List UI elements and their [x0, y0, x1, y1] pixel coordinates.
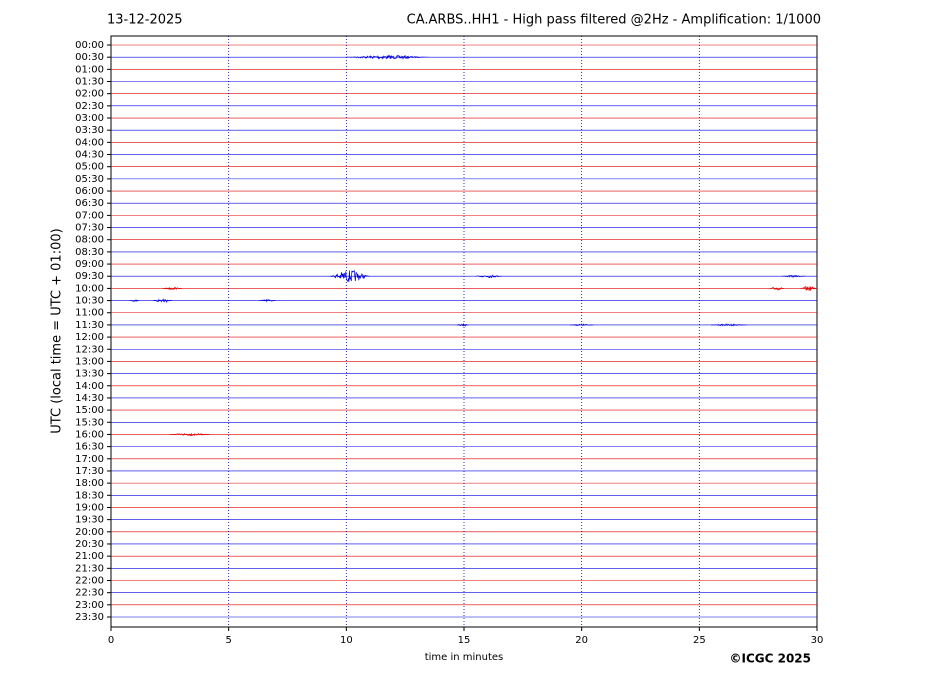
x-tick-label: 5 — [225, 635, 231, 646]
y-tick-label: 09:00 — [75, 259, 104, 270]
y-tick-label: 23:30 — [75, 612, 104, 623]
x-tick-label: 15 — [458, 635, 471, 646]
y-tick-label: 11:00 — [75, 308, 104, 319]
y-tick-label: 21:00 — [75, 551, 104, 562]
y-tick-label: 07:00 — [75, 210, 104, 221]
y-tick-label: 02:30 — [75, 101, 104, 112]
x-tick-label: 0 — [108, 635, 114, 646]
burst — [129, 299, 140, 302]
y-tick-label: 14:30 — [75, 393, 104, 404]
y-tick-label: 21:30 — [75, 563, 104, 574]
y-tick-label: 17:00 — [75, 454, 104, 465]
y-tick-label: 15:30 — [75, 417, 104, 428]
y-tick-label: 18:30 — [75, 490, 104, 501]
burst — [329, 269, 370, 282]
y-tick-label: 07:30 — [75, 223, 104, 234]
y-tick-label: 02:00 — [75, 89, 104, 100]
x-tick-label: 10 — [340, 635, 353, 646]
y-tick-label: 10:00 — [75, 283, 104, 294]
y-tick-label: 20:30 — [75, 539, 104, 550]
y-tick-label: 19:00 — [75, 502, 104, 513]
burst — [153, 298, 173, 304]
y-tick-label: 14:00 — [75, 381, 104, 392]
y-tick-label: 10:30 — [75, 296, 104, 307]
y-tick-label: 15:00 — [75, 405, 104, 416]
y-tick-label: 13:00 — [75, 356, 104, 367]
copyright: ©ICGC 2025 — [729, 652, 811, 666]
y-axis-label: UTC (local time = UTC + 01:00) — [50, 228, 65, 433]
y-tick-label: 00:00 — [75, 40, 104, 51]
y-tick-label: 01:00 — [75, 64, 104, 75]
y-tick-label: 16:00 — [75, 429, 104, 440]
burst — [769, 287, 785, 291]
y-tick-label: 00:30 — [75, 52, 104, 63]
y-tick-label: 22:00 — [75, 575, 104, 586]
y-tick-label: 23:00 — [75, 600, 104, 611]
chart-title: CA.ARBS..HH1 - High pass filtered @2Hz -… — [407, 13, 821, 28]
burst — [800, 286, 817, 292]
y-tick-label: 03:30 — [75, 125, 104, 136]
burst — [162, 286, 182, 291]
x-tick-label: 30 — [811, 635, 824, 646]
burst — [781, 274, 806, 278]
burst — [169, 432, 210, 437]
burst — [569, 323, 594, 327]
date-title: 13-12-2025 — [107, 13, 183, 28]
y-tick-label: 04:00 — [75, 137, 104, 148]
x-tick-label: 20 — [575, 635, 588, 646]
y-tick-label: 08:00 — [75, 235, 104, 246]
y-tick-label: 12:30 — [75, 344, 104, 355]
y-tick-label: 16:30 — [75, 442, 104, 453]
y-tick-label: 04:30 — [75, 150, 104, 161]
y-tick-label: 09:30 — [75, 271, 104, 282]
burst — [456, 322, 469, 327]
y-tick-label: 19:30 — [75, 515, 104, 526]
y-tick-label: 22:30 — [75, 588, 104, 599]
y-tick-label: 08:30 — [75, 247, 104, 258]
y-tick-label: 12:00 — [75, 332, 104, 343]
y-tick-label: 20:00 — [75, 527, 104, 538]
y-tick-label: 03:00 — [75, 113, 104, 124]
y-tick-label: 01:30 — [75, 77, 104, 88]
burst — [475, 274, 502, 279]
plot-frame — [110, 35, 818, 628]
y-tick-label: 05:00 — [75, 162, 104, 173]
y-tick-label: 17:30 — [75, 466, 104, 477]
x-tick-label: 25 — [693, 635, 706, 646]
x-axis-label: time in minutes — [425, 652, 504, 663]
y-tick-label: 06:00 — [75, 186, 104, 197]
burst — [259, 298, 276, 303]
y-tick-label: 06:30 — [75, 198, 104, 209]
y-tick-label: 05:30 — [75, 174, 104, 185]
burst — [711, 323, 747, 327]
y-tick-label: 11:30 — [75, 320, 104, 331]
y-tick-label: 18:00 — [75, 478, 104, 489]
y-tick-label: 13:30 — [75, 369, 104, 380]
burst — [346, 54, 429, 60]
